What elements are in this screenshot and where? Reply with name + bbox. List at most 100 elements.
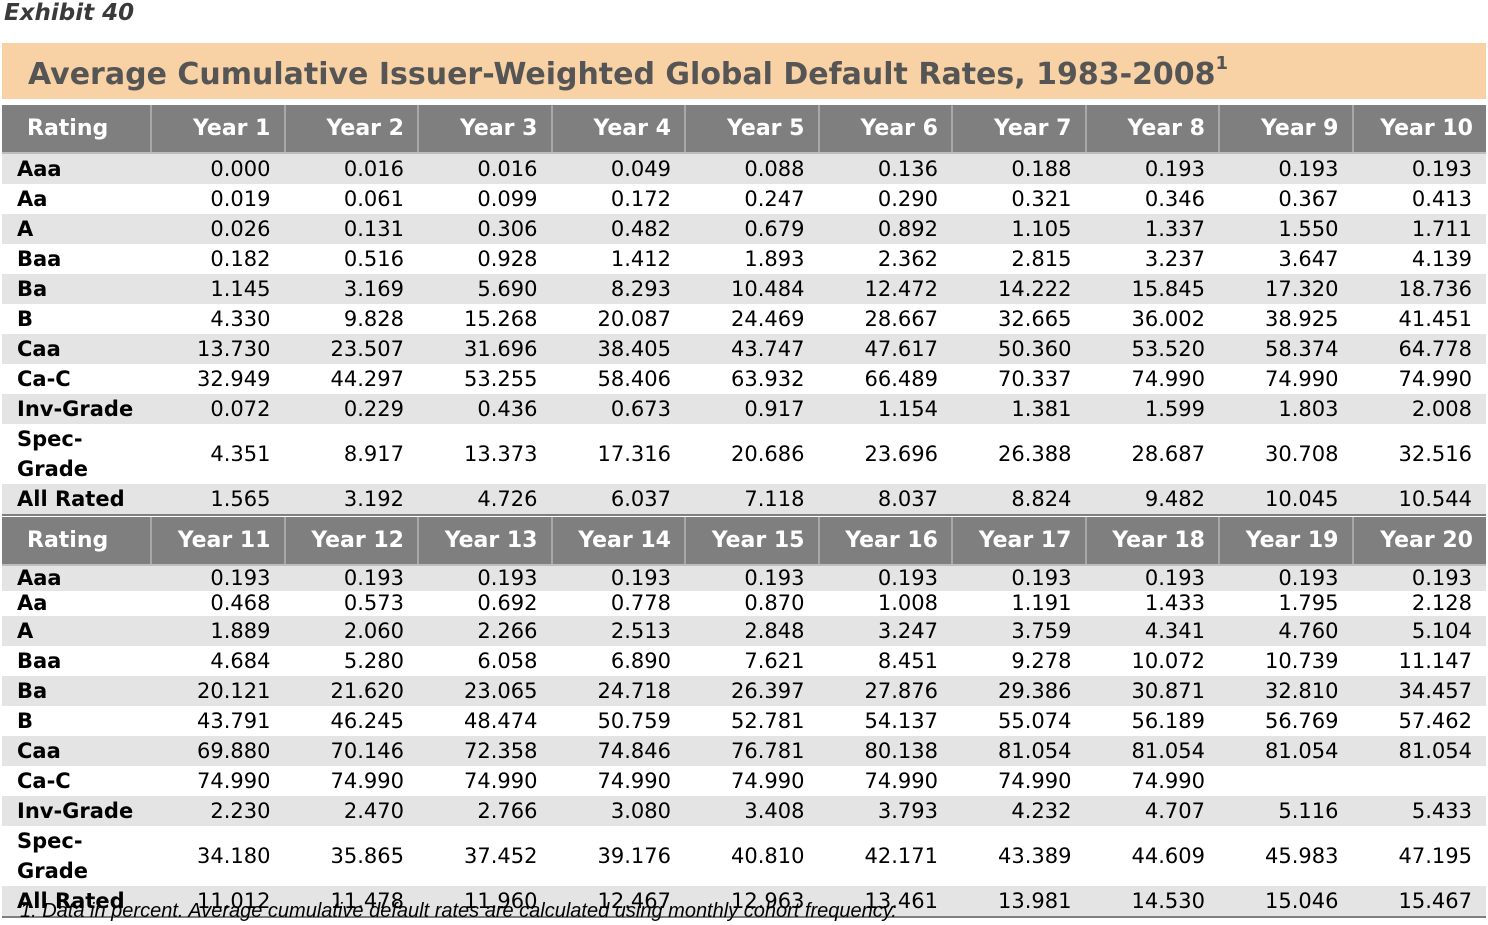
rate-cell: 0.928 xyxy=(477,247,538,271)
rate-cell: 30.871 xyxy=(1085,676,1219,706)
rate-cell: 2.060 xyxy=(284,616,418,646)
rate-cell xyxy=(1353,766,1487,796)
rate-cell: 37.452 xyxy=(464,844,538,868)
rate-cell: 10.484 xyxy=(685,274,819,304)
default-rates-table-years-11-20: Rating Year 11 Year 12 Year 13 Year 14 Year 1… xyxy=(2,517,1486,918)
rate-cell: 3.169 xyxy=(284,274,418,304)
footnote: 1. Data in percent. Average cumulative d… xyxy=(20,900,897,922)
table-row: Spec-Grade 34.180 35.865 37.452 39.176 40.810… xyxy=(2,826,1486,886)
table-row: Aaa 0.193 0.193 0.193 0.193 0.193 0.193 0.193 0.… xyxy=(2,565,1486,591)
table-row: Inv-Grade 0.072 0.229 0.436 0.673 0.917 1.154 1… xyxy=(2,394,1486,424)
rating-cell: Inv-Grade xyxy=(2,796,151,826)
rate-cell: 28.667 xyxy=(864,307,938,331)
title-band: Average Cumulative Issuer-Weighted Globa… xyxy=(2,43,1486,99)
rate-cell: 0.193 xyxy=(685,565,819,591)
rate-cell: 5.280 xyxy=(343,649,404,673)
rate-cell: 0.778 xyxy=(610,591,671,615)
rating-cell: Caa xyxy=(2,736,151,766)
rate-cell: 26.397 xyxy=(685,676,819,706)
rate-cell: 1.381 xyxy=(952,394,1086,424)
rating-cell: Ba xyxy=(2,274,151,304)
rating-cell: Spec-Grade xyxy=(17,829,89,883)
rate-cell: 3.647 xyxy=(1278,247,1339,271)
rate-cell: 46.245 xyxy=(330,709,404,733)
rate-cell: 0.247 xyxy=(744,187,805,211)
rate-cell: 2.766 xyxy=(418,796,552,826)
rate-cell: 56.769 xyxy=(1265,709,1339,733)
rate-cell: 0.049 xyxy=(551,153,685,184)
rate-cell: 47.617 xyxy=(818,334,952,364)
rate-cell: 81.054 xyxy=(1352,736,1486,766)
rate-cell: 50.759 xyxy=(597,709,671,733)
table-row: Aa 0.019 0.061 0.099 0.172 0.247 0.290 0.321 0.3… xyxy=(2,184,1486,214)
rating-cell: Ba xyxy=(2,676,151,706)
rate-cell: 48.474 xyxy=(464,709,538,733)
rate-cell: 53.520 xyxy=(1085,334,1219,364)
column-header-year: Year 17 xyxy=(952,517,1087,566)
rate-cell: 1.008 xyxy=(877,591,938,615)
rate-cell: 64.778 xyxy=(1352,334,1486,364)
rate-cell: 3.080 xyxy=(551,796,685,826)
rate-cell: 50.360 xyxy=(952,334,1086,364)
rate-cell: 30.708 xyxy=(1265,442,1339,466)
rate-cell: 0.099 xyxy=(477,187,538,211)
rate-cell: 0.679 xyxy=(685,214,819,244)
rating-cell: A xyxy=(2,616,151,646)
rate-cell: 27.876 xyxy=(818,676,952,706)
rate-cell: 0.870 xyxy=(744,591,805,615)
rate-cell: 11.147 xyxy=(1398,649,1472,673)
rate-cell: 74.990 xyxy=(998,769,1072,793)
rate-cell: 66.489 xyxy=(864,367,938,391)
rate-cell: 2.470 xyxy=(284,796,418,826)
rate-cell: 2.815 xyxy=(1011,247,1072,271)
table-row: Ba 20.121 21.620 23.065 24.718 26.397 27.876 29… xyxy=(2,676,1486,706)
rate-cell: 20.686 xyxy=(731,442,805,466)
rate-cell: 12.472 xyxy=(818,274,952,304)
table-row: A 0.026 0.131 0.306 0.482 0.679 0.892 1.105 1.33… xyxy=(2,214,1486,244)
table-row: Spec-Grade 4.351 8.917 13.373 17.316 20.686 23… xyxy=(2,424,1486,484)
rate-cell: 3.192 xyxy=(284,484,418,516)
rate-cell: 81.054 xyxy=(1219,736,1353,766)
rate-cell: 23.696 xyxy=(864,442,938,466)
rating-cell: B xyxy=(17,307,34,331)
table-row: Ca-C 74.990 74.990 74.990 74.990 74.990 74.990… xyxy=(2,766,1486,796)
rate-cell: 38.405 xyxy=(551,334,685,364)
rate-cell: 0.136 xyxy=(818,153,952,184)
rate-cell: 0.019 xyxy=(210,187,271,211)
rate-cell: 2.230 xyxy=(151,796,285,826)
rate-cell: 0.072 xyxy=(151,394,285,424)
rating-cell: Aa xyxy=(17,591,48,615)
column-header-year: Year 11 xyxy=(151,517,286,566)
rate-cell: 1.599 xyxy=(1085,394,1219,424)
column-header-year: Year 15 xyxy=(685,517,820,566)
rate-cell: 45.983 xyxy=(1265,844,1339,868)
rate-cell: 0.482 xyxy=(551,214,685,244)
rate-cell: 0.193 xyxy=(1219,153,1353,184)
table-row: Aaa 0.000 0.016 0.016 0.049 0.088 0.136 0.188 0.… xyxy=(2,153,1486,184)
rate-cell: 4.684 xyxy=(210,649,271,673)
rate-cell: 7.621 xyxy=(744,649,805,673)
rate-cell: 0.468 xyxy=(210,591,271,615)
rate-cell: 0.306 xyxy=(418,214,552,244)
rate-cell: 10.544 xyxy=(1352,484,1486,516)
column-header-year: Year 7 xyxy=(952,105,1087,154)
rate-cell: 34.180 xyxy=(197,844,271,868)
rate-cell xyxy=(1219,766,1353,796)
rate-cell: 0.016 xyxy=(418,153,552,184)
rate-cell: 0.367 xyxy=(1278,187,1339,211)
rate-cell: 0.193 xyxy=(1219,565,1353,591)
rate-cell: 4.707 xyxy=(1085,796,1219,826)
rate-cell: 3.408 xyxy=(685,796,819,826)
rate-cell: 39.176 xyxy=(597,844,671,868)
rate-cell: 1.337 xyxy=(1085,214,1219,244)
rate-cell: 9.828 xyxy=(343,307,404,331)
column-header-year: Year 18 xyxy=(1085,517,1220,566)
rate-cell: 20.087 xyxy=(597,307,671,331)
rate-cell: 0.193 xyxy=(1085,565,1219,591)
table-title: Average Cumulative Issuer-Weighted Globa… xyxy=(28,53,1228,92)
rate-cell: 0.131 xyxy=(284,214,418,244)
rating-cell: Ca-C xyxy=(17,769,71,793)
rate-cell: 74.990 xyxy=(1398,367,1472,391)
rate-cell: 76.781 xyxy=(685,736,819,766)
rate-cell: 24.718 xyxy=(551,676,685,706)
